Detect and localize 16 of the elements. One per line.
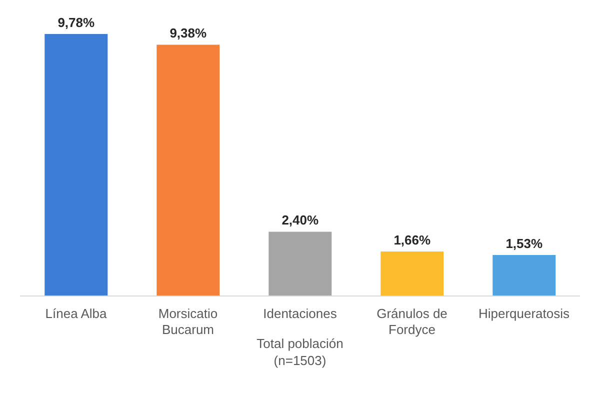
bar [380,252,444,296]
data-label: 1,66% [394,232,432,248]
data-label: 9,78% [58,15,96,30]
x-axis-title: Total población (n=1503) [256,336,344,368]
data-label: 2,40% [282,212,320,228]
bar [268,232,332,296]
x-tick-label: Hiperqueratosis [478,306,570,321]
x-tick-label: Morsicatio Bucarum [158,306,218,337]
x-tick-label: Línea Alba [45,306,108,321]
data-label: 1,53% [506,236,544,252]
bar [156,44,220,296]
bar [492,255,556,296]
x-tick-label: Gránulos de Fordyce [376,306,448,337]
x-tick-label: Identaciones [263,306,338,321]
bar [44,34,108,296]
data-label: 9,38% [170,26,208,41]
